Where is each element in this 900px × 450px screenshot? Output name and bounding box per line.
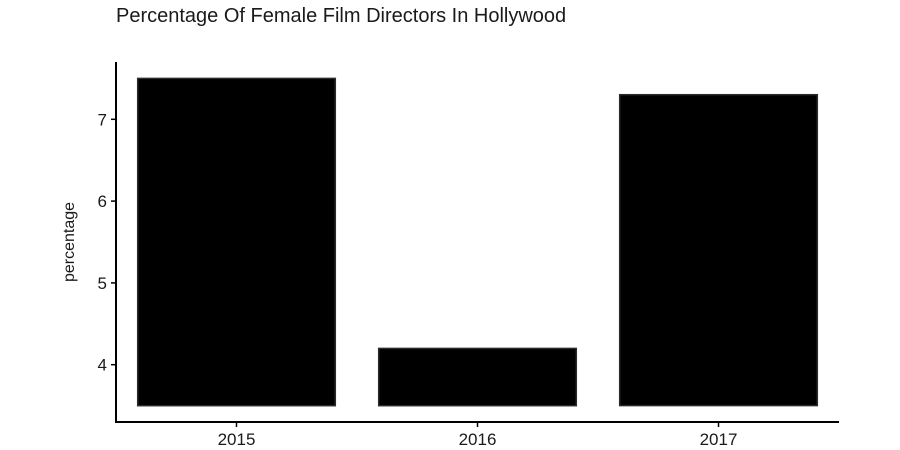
y-tick-label-7: 7 <box>98 110 107 129</box>
y-tick-label-4: 4 <box>98 356 107 375</box>
chart-title: Percentage Of Female Film Directors In H… <box>116 5 566 27</box>
x-tick-label-2015: 2015 <box>218 430 256 449</box>
x-tick-label-2017: 2017 <box>700 430 738 449</box>
bar-2015 <box>136 77 337 407</box>
y-tick-label-5: 5 <box>98 274 107 293</box>
bar-2016 <box>377 347 578 407</box>
y-axis-ticks: 4 5 6 7 <box>98 110 116 375</box>
y-axis-title: percentage <box>61 202 78 282</box>
bar-2017 <box>618 93 819 407</box>
x-axis-ticks: 2015 2016 2017 <box>218 422 738 449</box>
y-tick-label-6: 6 <box>98 192 107 211</box>
x-tick-label-2016: 2016 <box>459 430 497 449</box>
bars-layer <box>136 77 819 407</box>
